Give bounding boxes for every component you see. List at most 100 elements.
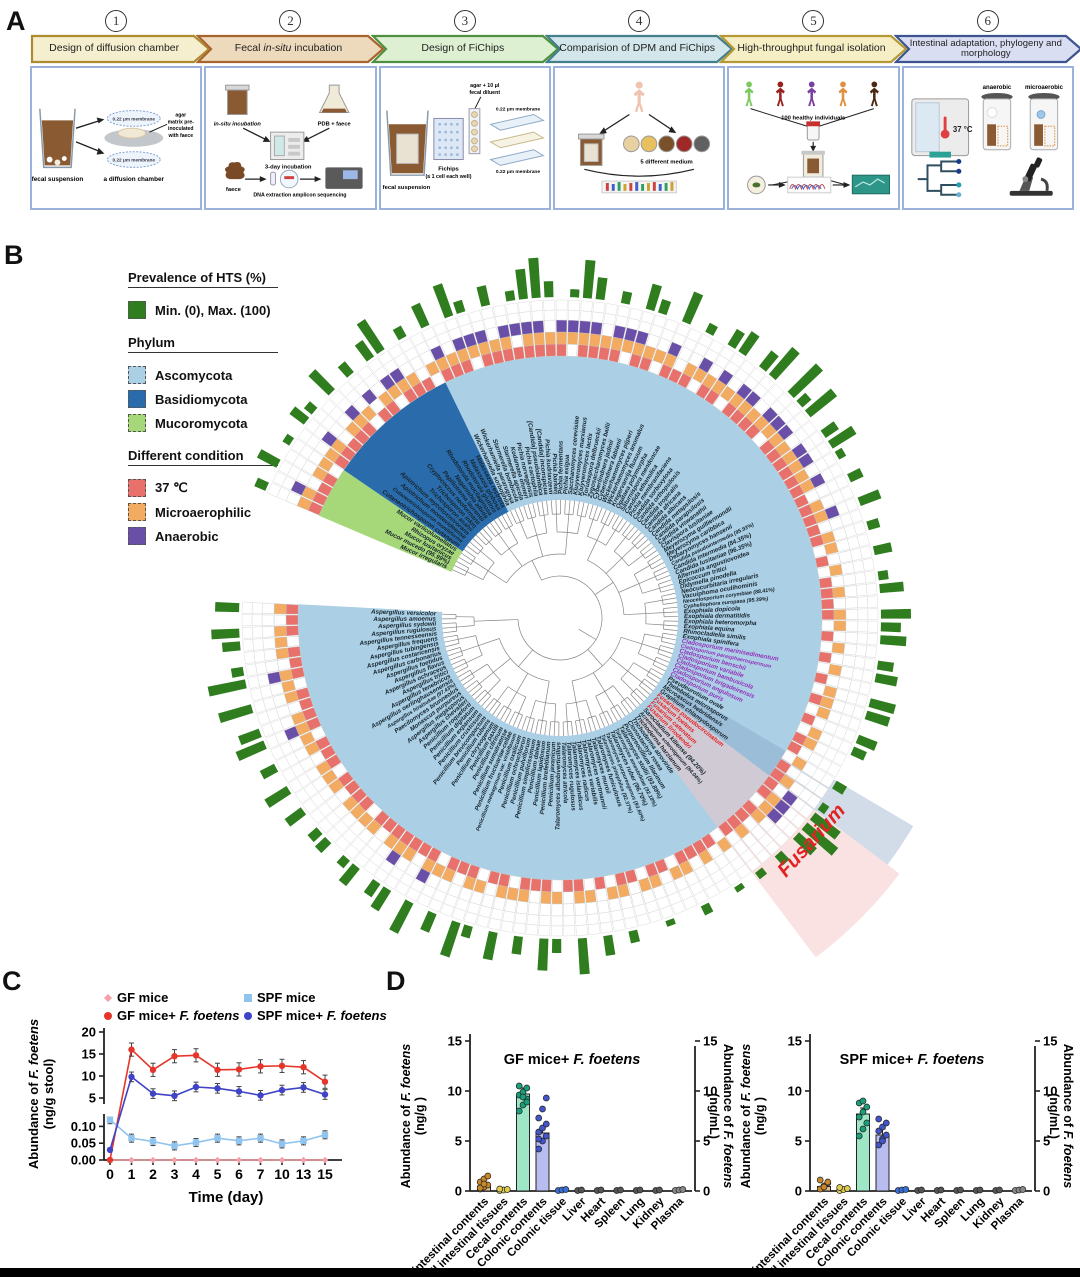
step-2: 2 Fecal in-situ incubation in-situ incub… xyxy=(196,8,386,210)
panel-d-letter: D xyxy=(386,966,406,996)
human-icon xyxy=(633,81,645,113)
well xyxy=(470,137,478,145)
banner-arrow-shape xyxy=(370,34,560,64)
agar-label: matrix pre- xyxy=(168,119,195,125)
arrow xyxy=(75,119,101,129)
phylum-legend-item: Mucoromycota xyxy=(128,414,343,432)
tree-tip-dot xyxy=(955,158,961,165)
svg-text:0: 0 xyxy=(106,1166,114,1182)
faece-icon xyxy=(225,161,246,180)
agar-label: with faece xyxy=(167,133,193,139)
svg-text:Aspergillus versicolor: Aspergillus versicolor xyxy=(370,608,437,617)
right-y-axis-label: Abundance of F. foetens(ng/mL) xyxy=(707,1044,735,1189)
arrow-head xyxy=(668,126,677,134)
chamber-caption: a diffusion chamber xyxy=(104,176,165,183)
banner-arrow-shape xyxy=(893,34,1080,64)
step-5: 5 High-throughput fungal isolation 100 h… xyxy=(719,8,908,210)
microaerophilic-swatch xyxy=(128,503,146,521)
svg-text:10: 10 xyxy=(448,1084,462,1099)
step-4-illustration: 5 different medium xyxy=(552,66,726,210)
basidiomycota-label: Basidiomycota xyxy=(155,391,248,407)
bubble xyxy=(46,156,53,163)
beaker-caption: fecal suspension xyxy=(382,185,430,191)
petri-dish xyxy=(640,135,658,153)
svg-text:0: 0 xyxy=(795,1184,802,1199)
chip-in-jar xyxy=(807,158,820,174)
bars xyxy=(816,1097,1027,1194)
y-axis-label: Abundance of F. foetens(ng/g stool) xyxy=(26,1019,56,1169)
svg-text:SPF mice: SPF mice xyxy=(257,990,316,1005)
svg-text:5: 5 xyxy=(89,1091,96,1106)
fecal-suspension-fill xyxy=(41,120,74,166)
incubation-label: 3-day incubation xyxy=(265,164,312,170)
arrow-head xyxy=(843,182,851,188)
workflow-panel: 1 Design of diffusion chamber fecal susp… xyxy=(30,8,1080,210)
jar-lid xyxy=(577,133,605,140)
bubble xyxy=(61,156,67,161)
svg-text:Aspergillus sydowii: Aspergillus sydowii xyxy=(377,620,437,630)
arrow xyxy=(648,113,673,131)
petri-dish xyxy=(623,135,640,153)
phylo-legend: Prevalence of HTS (%) Min. (0), Max. (10… xyxy=(128,260,343,551)
condition-legend-header: Different condition xyxy=(128,448,278,466)
svg-text:Exophiala equina: Exophiala equina xyxy=(683,623,735,633)
step-1-title: Design of diffusion chamber xyxy=(49,42,180,55)
petri-dish xyxy=(693,135,711,153)
jar-lid xyxy=(801,150,826,155)
left-y-axis-label: Abundance of F. foetens(ng/g ) xyxy=(739,1044,767,1189)
step-5-number: 5 xyxy=(727,8,899,34)
arrow-head xyxy=(599,127,607,135)
svg-text:5: 5 xyxy=(703,1134,710,1149)
petri-dish xyxy=(658,135,675,153)
svg-text:Talaromyces albobiverticillius: Talaromyces albobiverticillius xyxy=(554,741,562,830)
beaker-icon xyxy=(39,108,76,169)
tree-tip-dot xyxy=(955,168,961,174)
jar-icon xyxy=(227,88,248,116)
step-4-number: 4 xyxy=(553,8,725,34)
screenshot-line xyxy=(855,178,886,188)
incubator-door xyxy=(914,102,940,153)
step-6-number: 6 xyxy=(902,8,1074,34)
svg-text:0.05: 0.05 xyxy=(71,1136,96,1151)
bottom-border-bar xyxy=(0,1268,1080,1277)
axis-ticks: 0 0 5 5 10 10 15 15 xyxy=(788,1034,1058,1199)
converge-line xyxy=(750,108,808,127)
step-2-title: Fecal in-situ incubation xyxy=(234,42,343,55)
pointer-line xyxy=(149,123,168,133)
svg-text:1: 1 xyxy=(128,1166,136,1182)
step-4-title: Comparision of DPM and FiChips xyxy=(559,42,716,55)
incubator-base xyxy=(929,151,951,158)
series-2 xyxy=(106,1116,329,1151)
human-icon-orange xyxy=(838,81,848,107)
svg-text:Aspergillus amoenus: Aspergillus amoenus xyxy=(372,616,436,623)
microaerobic-label: microaerobic xyxy=(1025,85,1064,91)
step-6-banner: Intestinal adaptation, phylogeny and mor… xyxy=(893,34,1080,64)
condition-rings xyxy=(241,299,879,937)
step-4-banner: Comparision of DPM and FiChips xyxy=(544,34,734,64)
svg-text:0.00: 0.00 xyxy=(71,1153,96,1168)
brace xyxy=(584,168,695,177)
fichips-caption-2: (≤ 1 cell each well) xyxy=(425,174,471,180)
step-2-number: 2 xyxy=(204,8,376,34)
human-icon-darkred xyxy=(776,81,786,107)
x-axis-label: Time (day) xyxy=(189,1189,264,1206)
agar-diluent-label2: fecal diluent xyxy=(469,90,500,96)
phylum-legend-item: Ascomycota xyxy=(128,366,343,384)
prevalence-bars xyxy=(207,257,912,975)
fichips-diagram: fecal suspension Fichips (≤ 1 cell each … xyxy=(382,83,545,191)
well xyxy=(470,145,478,153)
step-6: 6 Intestinal adaptation, phylogeny and m… xyxy=(893,8,1080,210)
beaker-icon xyxy=(385,110,429,176)
svg-text:15: 15 xyxy=(448,1034,462,1049)
step-4: 4 Comparision of DPM and FiChips xyxy=(544,8,734,210)
chip-in-beaker xyxy=(395,133,419,164)
fungal-isolation-diagram: 100 healthy individuals xyxy=(744,81,891,195)
hts-legend-item: Min. (0), Max. (100) xyxy=(128,301,343,319)
jar-label: in-situ incubation xyxy=(214,121,262,127)
banner-arrow-shape xyxy=(719,34,908,64)
step-6-illustration: anaerobic microaerobic 37 °C xyxy=(901,66,1074,210)
